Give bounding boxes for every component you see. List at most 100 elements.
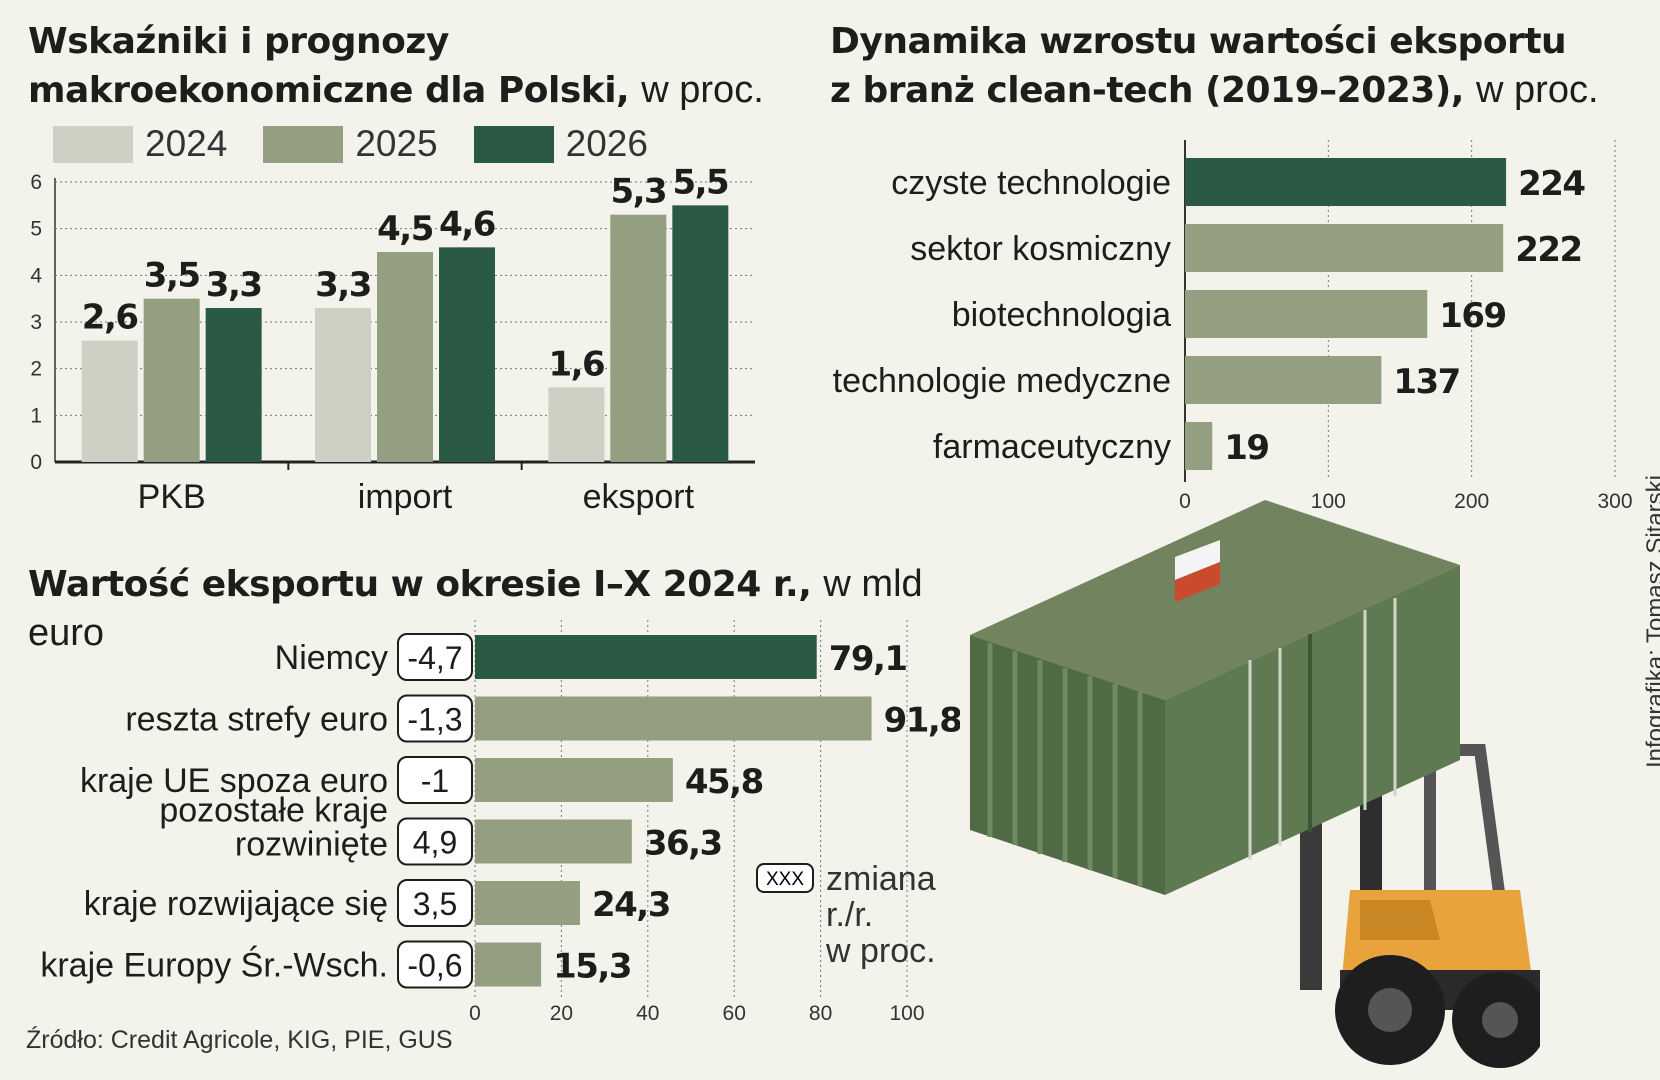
export-x-tick-label: 80 <box>809 1002 832 1025</box>
change-yoy-value: -1 <box>421 763 449 799</box>
macro-y-tick-label: 0 <box>30 451 42 474</box>
cleantech-title-unit: w proc. <box>1476 69 1599 111</box>
cleantech-bar-chart: 0 100 200 300 czyste technologie 224 sektor ko… <box>833 140 1633 513</box>
macro-bar-import-2024 <box>315 308 371 462</box>
export-x-tick-label: 100 <box>889 1002 924 1025</box>
legend-change-box-label: XXX <box>766 869 804 890</box>
macro-data-label: 3,3 <box>206 265 262 305</box>
export-category-label: Niemcy <box>275 639 388 677</box>
export-category-label: kraje UE spoza euro <box>80 762 388 800</box>
container <box>970 500 1460 895</box>
export-x-tick-label: 20 <box>550 1002 573 1025</box>
export-bar-chart: 0 20 40 60 80 100 79,1 -4,7 Niemcy 91,8 -1,3 reszta… <box>40 620 960 1025</box>
change-yoy-box <box>397 817 473 866</box>
export-data-label: 36,3 <box>644 824 722 864</box>
macro-bar-PKB-2024 <box>81 340 138 462</box>
macro-bar-eksport-2024 <box>548 387 605 462</box>
cleantech-category-label: biotechnologia <box>952 296 1171 334</box>
change-yoy-box <box>397 633 473 681</box>
forklift-wheels <box>1335 955 1540 1068</box>
export-x-tick-label: 60 <box>723 1002 746 1025</box>
legend-label-2026: 2026 <box>565 123 648 164</box>
macro-category-label: PKB <box>138 478 206 516</box>
cleantech-title-line1: Dynamika wzrostu wartości eksportu <box>830 21 1567 62</box>
legend-change-box <box>756 863 814 893</box>
macro-data-label: 4,5 <box>377 209 433 249</box>
cleantech-x-tick-label: 200 <box>1454 490 1489 513</box>
export-category-label: reszta strefy euro <box>125 701 388 739</box>
change-yoy-value: 3,5 <box>413 886 457 922</box>
cleantech-bar <box>1185 290 1428 338</box>
cleantech-data-label: 137 <box>1393 362 1459 402</box>
export-data-label: 45,8 <box>685 762 763 802</box>
legend-change-text: zmiana <box>826 860 936 898</box>
export-bar <box>475 696 872 741</box>
cleantech-category-label: technologie medyczne <box>833 362 1171 400</box>
change-yoy-box <box>397 694 473 743</box>
macro-bar-PKB-2025 <box>143 298 200 462</box>
change-yoy-value: -0,6 <box>407 948 462 984</box>
macro-bar-import-2026 <box>439 247 495 462</box>
macro-legend: 2024 2025 2026 <box>53 123 684 165</box>
macro-title-bold: Wskaźniki i prognozy makroekonomiczne dl… <box>28 21 630 111</box>
macro-data-label: 2,6 <box>82 298 138 338</box>
macro-category-label: import <box>358 478 453 516</box>
export-bar <box>475 942 542 987</box>
cleantech-chart-title: Dynamika wzrostu wartości eksportu z bra… <box>830 18 1650 115</box>
legend-swatch-2026 <box>473 125 554 163</box>
change-yoy-value: 4,9 <box>413 825 457 861</box>
source-note: Źródło: Credit Agricole, KIG, PIE, GUS <box>26 1026 453 1054</box>
change-yoy-value: -4,7 <box>407 640 462 676</box>
cleantech-bar <box>1185 422 1213 470</box>
legend-change-text: w proc. <box>825 932 936 970</box>
export-category-label: kraje Europy Śr.-Wsch. <box>40 946 388 985</box>
cleantech-data-label: 222 <box>1515 230 1581 270</box>
change-yoy-box <box>397 756 473 804</box>
export-category-label: kraje rozwijające się <box>84 885 388 923</box>
change-yoy-box <box>397 879 473 927</box>
legend-change-text: r./r. <box>826 896 873 934</box>
macro-y-tick-label: 6 <box>30 171 42 194</box>
change-yoy-box <box>397 940 473 989</box>
macro-y-tick-label: 3 <box>30 311 42 334</box>
cleantech-x-tick-label: 0 <box>1179 490 1191 513</box>
macro-data-label: 1,6 <box>548 344 604 384</box>
cleantech-x-tick-label: 300 <box>1597 490 1632 513</box>
macro-data-label: 3,3 <box>315 265 371 305</box>
macro-y-tick-label: 4 <box>30 264 42 287</box>
change-yoy-value: -1,3 <box>407 702 462 738</box>
export-data-label: 79,1 <box>829 639 907 679</box>
macro-data-label: 3,5 <box>144 256 200 296</box>
macro-data-label: 5,3 <box>610 172 666 212</box>
macro-data-label: 4,6 <box>439 204 495 244</box>
export-bar <box>475 758 673 802</box>
export-title-bold: Wartość eksportu w okresie I–X 2024 r., <box>28 564 812 605</box>
macro-bar-import-2025 <box>377 252 433 462</box>
export-x-tick-label: 40 <box>636 1002 659 1025</box>
cleantech-bar <box>1185 158 1507 206</box>
legend-label-2025: 2025 <box>355 123 438 164</box>
cleantech-data-label: 19 <box>1224 428 1268 468</box>
legend-swatch-2025 <box>263 125 344 163</box>
export-title-unit: w mld euro <box>28 563 923 654</box>
export-bar <box>475 881 580 925</box>
macro-bar-eksport-2026 <box>672 205 729 463</box>
export-data-label: 15,3 <box>553 947 631 987</box>
credit: Infografika: Tomasz Sitarski <box>1642 474 1660 768</box>
export-data-label: 24,3 <box>592 885 670 925</box>
cleantech-data-label: 224 <box>1518 164 1585 204</box>
macro-chart-title: Wskaźniki i prognozy makroekonomiczne dl… <box>28 18 768 115</box>
legend-item-2026: 2026 <box>473 123 648 165</box>
macro-category-label: eksport <box>583 478 695 516</box>
macro-y-tick-label: 1 <box>30 404 42 427</box>
legend-item-2024: 2024 <box>53 123 227 165</box>
macro-data-label: 5,5 <box>672 162 728 202</box>
legend-label-2024: 2024 <box>145 123 228 164</box>
export-bar <box>475 819 632 864</box>
cleantech-title-line2: z branż clean-tech (2019–2023), <box>830 70 1464 111</box>
cleantech-data-label: 169 <box>1439 296 1505 336</box>
cleantech-category-label: czyste technologie <box>891 164 1171 202</box>
export-data-label: 91,8 <box>884 701 960 741</box>
macro-bar-eksport-2025 <box>610 214 667 462</box>
cleantech-bar <box>1185 356 1382 404</box>
